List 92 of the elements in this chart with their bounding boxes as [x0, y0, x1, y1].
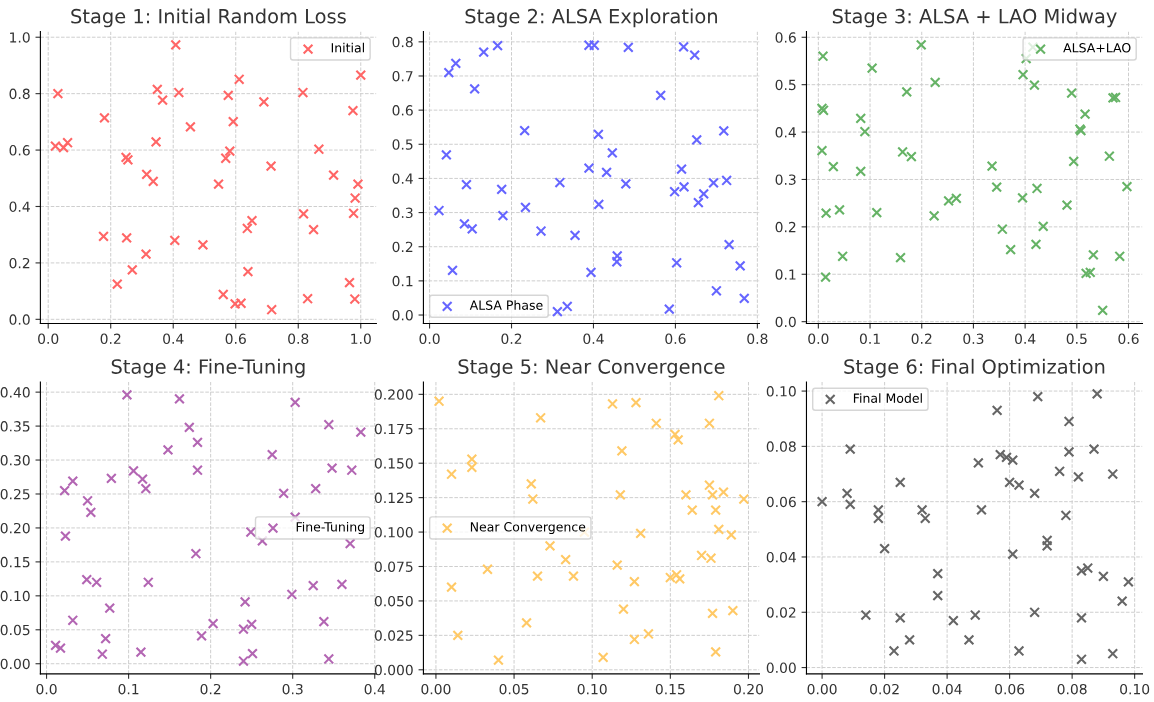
- y-tick-label: 0.05: [0, 624, 30, 636]
- y-tick-label: 0.06: [766, 496, 796, 508]
- y-tick-label: 0.175: [374, 423, 413, 435]
- chart-title: Stage 1: Initial Random Loss: [71, 8, 346, 28]
- x-tick-label: 0.02: [870, 683, 899, 695]
- x-tick-label: 0.4: [163, 333, 184, 345]
- legend-label: Near Convergence: [470, 522, 586, 534]
- y-tick-label: 0.25: [0, 488, 30, 500]
- y-tick-label: 0.5: [775, 79, 796, 91]
- y-tick-label: 0.20: [0, 522, 30, 534]
- y-tick-label: 0.4: [775, 127, 796, 138]
- y-tick-label: 0.0: [392, 309, 413, 321]
- y-tick-label: 0.6: [775, 32, 796, 43]
- x-tick-label: 0.8: [288, 333, 309, 345]
- x-tick-label: 0.4: [364, 683, 386, 695]
- y-tick-label: 0.2: [775, 221, 796, 233]
- x-tick-label: 0.0: [36, 683, 57, 695]
- x-tick-label: 0.6: [1118, 333, 1139, 345]
- x-tick-label: 0.1: [859, 333, 880, 345]
- x-tick-label: 0.2: [200, 683, 221, 695]
- chart-title: Stage 2: ALSA Exploration: [465, 8, 717, 28]
- y-tick-label: 0.10: [766, 386, 796, 397]
- y-tick-label: 0.2: [9, 257, 30, 269]
- y-tick-label: 0.2: [392, 241, 413, 253]
- y-tick-label: 0.050: [374, 595, 413, 607]
- chart-title: Stage 4: Fine-Tuning: [111, 358, 305, 378]
- x-tick-label: 0.6: [665, 333, 686, 345]
- chart-title: Stage 6: Final Optimization: [844, 358, 1105, 378]
- x-tick-label: 0.0: [419, 333, 440, 345]
- x-tick-label: 0.5: [1066, 333, 1087, 345]
- x-tick-label: 0.1: [118, 683, 139, 695]
- y-tick-label: 0.1: [775, 269, 796, 280]
- y-tick-label: 0.3: [775, 174, 796, 185]
- chart-title: Stage 3: ALSA + LAO Midway: [832, 8, 1117, 28]
- y-tick-label: 0.00: [766, 662, 796, 674]
- x-tick-label: 0.00: [421, 683, 451, 695]
- x-tick-label: 0.15: [655, 683, 685, 695]
- x-tick-label: 0.2: [501, 333, 522, 345]
- legend-label: Fine-Tuning: [296, 521, 364, 534]
- x-tick-label: 0.08: [1057, 683, 1087, 695]
- y-tick-label: 0.8: [392, 36, 413, 48]
- y-tick-label: 0.0: [9, 314, 30, 325]
- x-tick-label: 0.10: [1120, 683, 1150, 695]
- x-tick-label: 0.10: [577, 683, 607, 695]
- x-tick-label: 0.00: [807, 683, 837, 695]
- y-tick-label: 0.08: [766, 441, 796, 452]
- y-tick-label: 0.30: [0, 455, 30, 466]
- y-tick-label: 0.7: [392, 70, 413, 82]
- x-tick-label: 0.6: [225, 333, 246, 345]
- y-tick-label: 0.4: [9, 201, 30, 212]
- y-tick-label: 0.04: [766, 551, 796, 563]
- y-tick-label: 0.02: [766, 607, 796, 618]
- y-tick-label: 0.5: [392, 139, 413, 150]
- y-tick-label: 0.025: [374, 630, 413, 641]
- y-tick-label: 0.1: [392, 275, 413, 287]
- y-tick-label: 0.000: [374, 664, 413, 676]
- x-tick-label: 0.4: [583, 333, 604, 345]
- y-tick-label: 0.125: [374, 492, 413, 504]
- y-tick-label: 1.0: [10, 32, 30, 43]
- y-tick-label: 0.10: [0, 590, 30, 602]
- y-tick-label: 0.15: [0, 556, 30, 568]
- x-tick-label: 0.8: [747, 333, 768, 345]
- y-tick-label: 0.200: [374, 389, 413, 400]
- x-tick-label: 0.05: [499, 683, 529, 695]
- y-tick-label: 0.40: [0, 387, 30, 398]
- x-tick-label: 0.3: [282, 683, 303, 695]
- x-tick-label: 0.06: [995, 683, 1025, 695]
- y-tick-label: 0.6: [9, 145, 30, 156]
- x-tick-label: 1.0: [351, 333, 371, 345]
- y-tick-label: 0.100: [374, 527, 413, 538]
- x-tick-label: 0.20: [733, 683, 764, 695]
- legend-label: Initial: [331, 42, 364, 53]
- y-tick-label: 0.075: [374, 561, 413, 572]
- y-tick-label: 0.0: [775, 316, 796, 328]
- x-tick-label: 0.2: [100, 333, 121, 345]
- y-tick-label: 0.6: [392, 105, 413, 116]
- x-tick-label: 0.3: [963, 333, 984, 345]
- x-tick-label: 0.04: [932, 683, 962, 695]
- legend-label: ALSA+LAO: [1063, 43, 1131, 53]
- y-tick-label: 0.8: [9, 88, 30, 100]
- x-tick-label: 0.2: [911, 333, 932, 345]
- y-tick-label: 0.3: [392, 207, 413, 219]
- x-tick-label: 0.0: [38, 333, 59, 345]
- y-tick-label: 0.150: [374, 458, 413, 469]
- chart-title: Stage 5: Near Convergence: [458, 359, 725, 378]
- x-tick-label: 0.0: [808, 333, 829, 345]
- y-tick-label: 0.4: [392, 173, 413, 184]
- y-tick-label: 0.00: [0, 658, 30, 670]
- y-tick-label: 0.35: [0, 421, 30, 432]
- x-tick-label: 0.4: [1014, 333, 1036, 345]
- legend-label: Final Model: [853, 393, 922, 403]
- legend-label: ALSA Phase: [469, 300, 543, 310]
